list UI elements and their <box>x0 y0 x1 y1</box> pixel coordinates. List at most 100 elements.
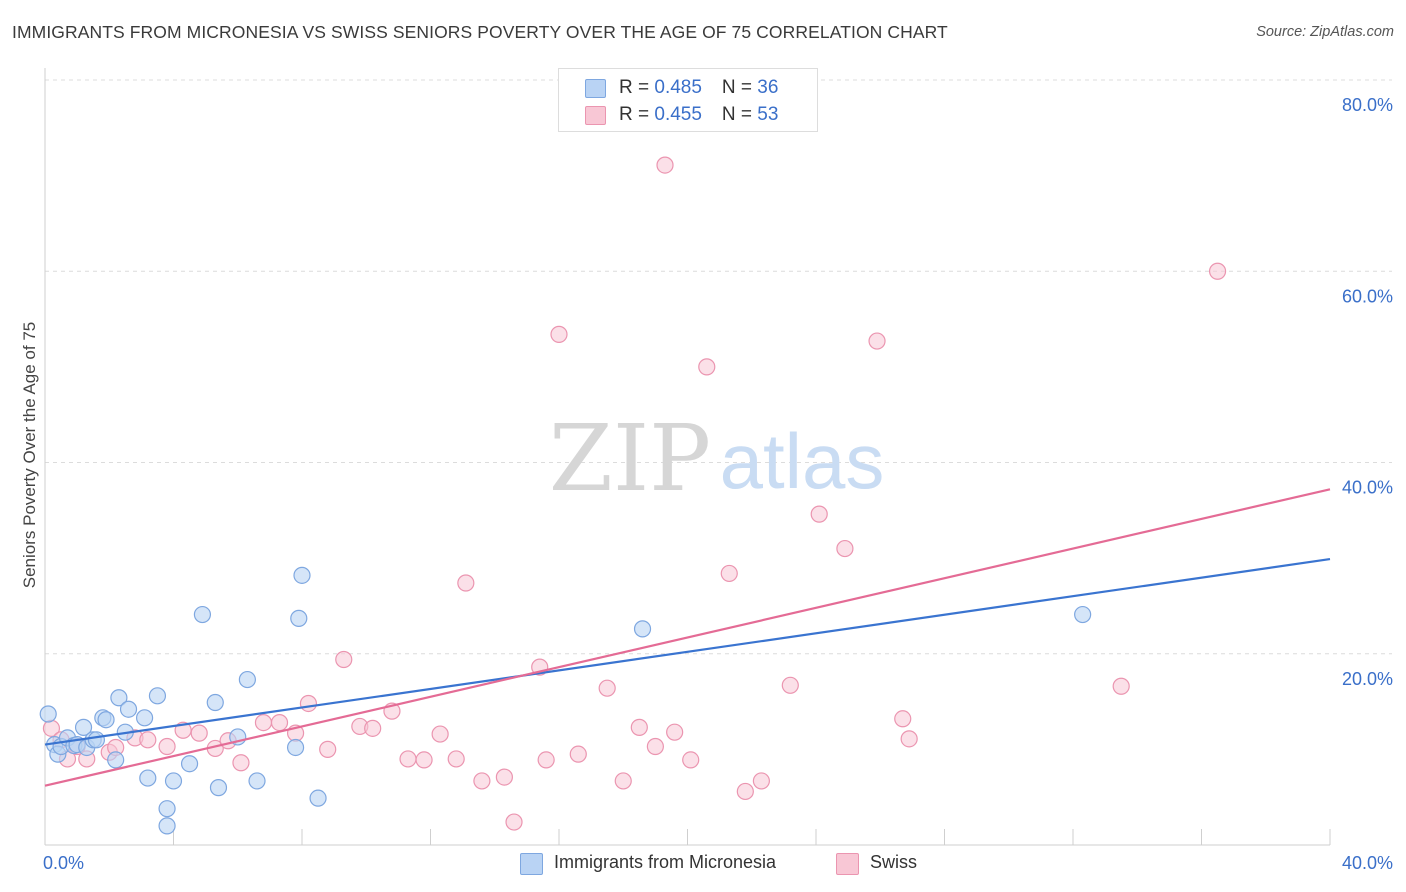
legend-r-value: 0.455 <box>654 104 702 125</box>
swiss-point <box>569 745 587 763</box>
swiss-point <box>457 574 475 592</box>
micronesia-point <box>238 670 256 689</box>
micronesia-point <box>286 738 305 757</box>
micronesia-point <box>180 755 199 773</box>
micronesia-point <box>110 689 128 707</box>
swiss-trend-line <box>44 488 1331 787</box>
source-label: Source: ZipAtlas.com <box>1256 24 1394 40</box>
swiss-point <box>473 772 491 790</box>
swiss-point <box>431 725 449 743</box>
micronesia-point <box>293 566 311 584</box>
watermark-atlas: atlas <box>720 417 885 505</box>
trend-lines <box>44 488 1331 787</box>
micronesia-point <box>309 789 327 807</box>
swiss-point <box>781 676 799 694</box>
micronesia-point <box>139 769 157 787</box>
swiss-point <box>614 772 632 790</box>
x-tick-label: 0.0% <box>43 853 84 873</box>
legend-r-value: 0.485 <box>654 77 702 98</box>
y-axis-label: Seniors Poverty Over the Age of 75 <box>20 321 39 589</box>
legend: R = 0.485 N = 36 R = 0.455 N = 53 <box>558 68 818 132</box>
watermark-zip: ZIP <box>549 405 711 512</box>
swiss-point <box>190 724 208 742</box>
swiss-point <box>646 737 664 756</box>
swiss-point <box>254 713 273 732</box>
micronesia-point <box>290 609 308 627</box>
swiss-point <box>868 332 886 350</box>
y-tick-label: 80.0% <box>1342 95 1393 115</box>
swiss-point <box>894 710 912 728</box>
x-tick-label: 40.0% <box>1342 853 1393 873</box>
legend-n-label: N = <box>721 104 758 125</box>
swiss-point <box>415 751 433 769</box>
swiss-point <box>720 564 738 583</box>
micronesia-point <box>1074 605 1092 624</box>
legend-n-value: 36 <box>757 77 779 98</box>
bottom-legend-swatch-pink <box>836 853 859 875</box>
swiss-point <box>319 740 337 758</box>
chart-title: IMMIGRANTS FROM MICRONESIA VS SWISS SENI… <box>12 22 948 42</box>
swiss-point <box>270 713 289 732</box>
legend-r-label: R = <box>619 104 655 125</box>
swiss-point <box>232 754 250 772</box>
micronesia-point <box>107 751 125 769</box>
micronesia-point <box>193 605 212 624</box>
swiss-point <box>299 694 318 713</box>
swiss-point <box>1208 262 1227 280</box>
y-tick-label: 20.0% <box>1342 669 1393 689</box>
swiss-point <box>158 737 176 756</box>
legend-n-label: N = <box>721 77 758 98</box>
swiss-point <box>1112 677 1130 695</box>
swiss-point <box>666 723 684 741</box>
swiss-point <box>810 505 828 523</box>
swiss-point <box>364 719 382 737</box>
micronesia-point <box>135 709 154 727</box>
micronesia-point <box>87 731 106 749</box>
swiss-point <box>682 751 700 769</box>
micronesia-point <box>158 817 176 835</box>
bottom-legend-swatch-blue <box>520 853 543 875</box>
swiss-point <box>537 751 555 769</box>
legend-text-micronesia: R = 0.485 N = 36 <box>619 77 778 99</box>
bottom-legend-label-swiss: Swiss <box>870 852 918 872</box>
micronesia-point <box>633 620 652 638</box>
legend-r-label: R = <box>619 77 655 98</box>
swiss-point <box>505 813 523 831</box>
legend-text-swiss: R = 0.455 N = 53 <box>619 104 778 126</box>
swiss-point <box>335 650 353 669</box>
micronesia-point <box>158 800 176 818</box>
grid-lines <box>45 79 1392 655</box>
micronesia-point <box>97 711 115 729</box>
swiss-point <box>736 782 754 801</box>
swiss-point <box>447 750 465 768</box>
micronesia-point <box>206 693 224 712</box>
y-tick-label: 60.0% <box>1342 286 1393 306</box>
swiss-point <box>399 750 417 768</box>
swiss-point <box>139 731 157 749</box>
tick-labels: 20.0% 40.0% 60.0% 80.0% 0.0% 40.0% <box>43 95 1393 873</box>
swiss-point <box>495 768 513 786</box>
swiss-point <box>598 679 616 697</box>
legend-n-value: 53 <box>757 104 779 125</box>
micronesia-points <box>39 566 1092 835</box>
micronesia-point <box>209 779 228 797</box>
micronesia-point <box>248 772 266 790</box>
swiss-point <box>550 325 568 343</box>
micronesia-point <box>39 705 57 723</box>
bottom-legend-label-micronesia: Immigrants from Micronesia <box>554 852 777 872</box>
micronesia-trend-line <box>44 557 1331 746</box>
micronesia-point <box>119 700 138 718</box>
swiss-point <box>656 156 674 174</box>
swiss-point <box>630 718 648 736</box>
y-tick-label: 40.0% <box>1342 478 1393 498</box>
swiss-point <box>900 730 918 748</box>
micronesia-point <box>148 687 167 705</box>
legend-swatch-pink <box>585 106 606 125</box>
legend-swatch-blue <box>585 79 606 98</box>
swiss-point <box>752 772 770 790</box>
swiss-point <box>698 358 716 376</box>
watermark: ZIP atlas <box>549 405 884 512</box>
micronesia-point <box>164 772 183 790</box>
swiss-point <box>836 539 854 558</box>
